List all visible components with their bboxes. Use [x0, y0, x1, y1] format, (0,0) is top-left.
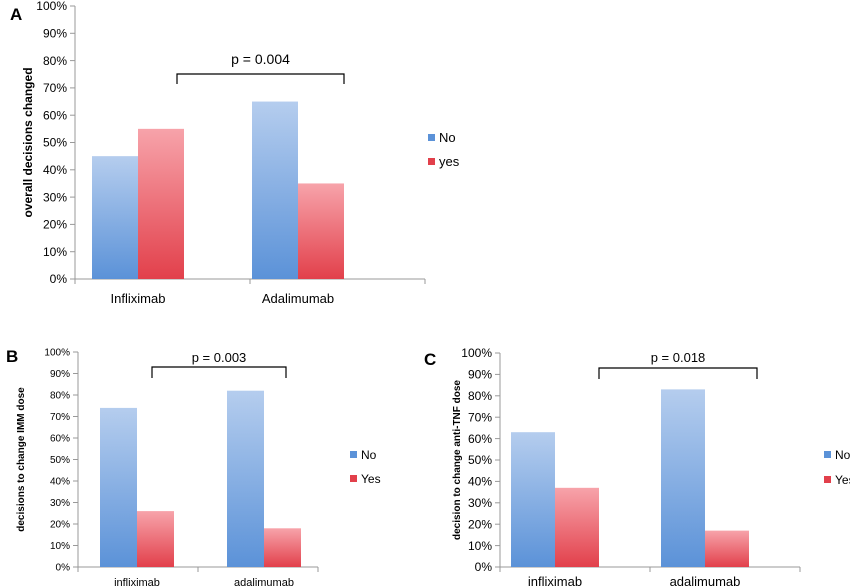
panel-a-legend-label-no: No: [439, 130, 456, 145]
panel-b-legend-label-yes: Yes: [361, 472, 381, 486]
panel-a-y-tick-label: 90%: [43, 27, 67, 41]
panel-b-y-tick-label: 50%: [50, 455, 70, 466]
panel-c-p-value: p = 0.018: [651, 350, 706, 365]
panel-c-x-tick-label: infliximab: [528, 574, 582, 588]
panel-c-y-tick-label: 70%: [468, 410, 492, 424]
panel-a-bar-no-adalimumab: [252, 101, 298, 279]
panel-a-legend-swatch-yes: [428, 158, 435, 165]
panel-a-y-tick-label: 30%: [43, 190, 67, 204]
panel-c-y-tick-label: 50%: [468, 453, 492, 467]
panel-b-y-tick-label: 20%: [50, 520, 70, 531]
panel-b-y-axis-title: decisions to change IMM dose: [16, 387, 27, 532]
panel-a-y-tick-label: 100%: [36, 0, 67, 13]
panel-c-y-axis-title: decision to change anti-TNF dose: [452, 380, 463, 540]
panel-b-y-tick-label: 40%: [50, 477, 70, 488]
panel-c-legend-label-yes: Yes: [835, 473, 850, 487]
panel-c-y-tick-label: 0%: [475, 560, 493, 574]
panel-a-y-tick-label: 70%: [43, 81, 67, 95]
panel-c-y-tick-label: 20%: [468, 517, 492, 531]
panel-c-bar-yes-adalimumab: [705, 530, 749, 567]
panel-a-bar-yes-infliximab: [138, 128, 184, 279]
panel-a-y-tick-label: 80%: [43, 54, 67, 68]
panel-b-y-tick-label: 80%: [50, 391, 70, 402]
panel-b-bar-no-adalimumab: [227, 390, 264, 567]
panel-a-significance-bracket: [176, 73, 345, 84]
panel-a-p-value: p = 0.004: [231, 51, 290, 67]
panel-b-label: B: [6, 347, 18, 366]
panel-b-y-tick-label: 60%: [50, 434, 70, 445]
panel-b-y-tick-label: 10%: [50, 541, 70, 552]
panel-c-y-tick-label: 10%: [468, 539, 492, 553]
panel-c-bar-no-adalimumab: [661, 389, 705, 567]
panel-c-legend-swatch-yes: [824, 476, 831, 483]
panel-a-legend-label-yes: yes: [439, 154, 460, 169]
panel-c-bar-yes-infliximab: [555, 487, 599, 567]
panel-a-y-tick-label: 20%: [43, 218, 67, 232]
panel-a-y-tick-label: 60%: [43, 108, 67, 122]
panel-b-y-tick-label: 30%: [50, 498, 70, 509]
panel-a-y-tick-label: 40%: [43, 163, 67, 177]
panel-c-y-tick-label: 40%: [468, 475, 492, 489]
panel-b-legend-label-no: No: [361, 448, 377, 462]
panel-b-legend-swatch-yes: [350, 475, 357, 482]
panel-b-p-value: p = 0.003: [192, 350, 247, 365]
panel-b-bar-no-infliximab: [100, 407, 137, 567]
panel-b-y-tick-label: 90%: [50, 369, 70, 380]
panel-c-y-tick-label: 80%: [468, 389, 492, 403]
panel-a-bar-no-infliximab: [92, 156, 138, 279]
panel-c-y-tick-label: 100%: [461, 346, 492, 360]
panel-a-legend-swatch-no: [428, 134, 435, 141]
panel-c-label: C: [424, 350, 436, 369]
panel-a-y-tick-label: 50%: [43, 136, 67, 150]
panel-c-bar-no-infliximab: [511, 432, 555, 567]
panel-a-y-axis-title: overall decisions changed: [21, 67, 35, 217]
panel-a-x-tick-label: Infliximab: [111, 291, 166, 306]
panel-a-x-tick-label: Adalimumab: [262, 291, 334, 306]
panel-b-y-tick-label: 100%: [44, 348, 70, 359]
panel-c-legend-swatch-no: [824, 451, 831, 458]
panel-a-label: A: [10, 5, 22, 24]
panel-c-y-tick-label: 90%: [468, 368, 492, 382]
panel-c-significance-bracket: [598, 367, 758, 379]
panel-c-y-tick-label: 60%: [468, 432, 492, 446]
panel-c-legend-label-no: No: [835, 448, 850, 462]
panel-b-legend-swatch-no: [350, 451, 357, 458]
panel-b-bar-yes-adalimumab: [264, 528, 301, 567]
panel-a-y-tick-label: 10%: [43, 245, 67, 259]
panel-b-bar-yes-infliximab: [137, 511, 174, 567]
panel-b-x-tick-label: adalimumab: [234, 577, 294, 588]
panel-c-y-tick-label: 30%: [468, 496, 492, 510]
panel-c-x-tick-label: adalimumab: [670, 574, 741, 588]
panel-b-y-tick-label: 70%: [50, 412, 70, 423]
panel-a-bar-yes-adalimumab: [298, 183, 344, 279]
panel-b-x-tick-label: infliximab: [114, 577, 160, 588]
panel-b-significance-bracket: [151, 366, 287, 378]
panel-a-y-tick-label: 0%: [50, 272, 68, 286]
panel-b-y-tick-label: 0%: [56, 563, 71, 574]
